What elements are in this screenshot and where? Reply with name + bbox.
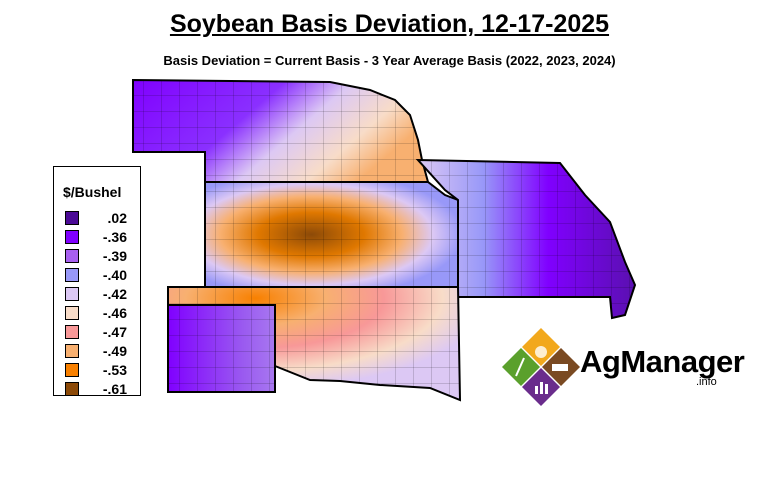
legend-label: -.42 xyxy=(102,285,127,302)
legend-label: -.36 xyxy=(102,228,127,245)
legend-item: -.40 xyxy=(65,265,140,284)
legend-label: -.49 xyxy=(102,342,127,359)
legend-item: .02 xyxy=(65,208,140,227)
state-texas-panhandle xyxy=(167,304,276,393)
logo-suffix: .info xyxy=(696,376,717,388)
legend-swatch xyxy=(65,267,79,282)
legend-item: -.47 xyxy=(65,322,140,341)
legend-label: -.53 xyxy=(102,361,127,378)
agmanager-logo-icon xyxy=(502,328,580,406)
map-subtitle: Basis Deviation = Current Basis - 3 Year… xyxy=(163,53,616,68)
legend-item: -.49 xyxy=(65,341,140,360)
legend: $/Bushel .02 -.36 -.39 -.40 -.42 -.46 -.47 -.49… xyxy=(53,166,141,398)
legend-item: -.36 xyxy=(65,227,140,246)
legend-item: -.61 xyxy=(65,379,140,398)
legend-swatch xyxy=(65,229,79,244)
legend-swatch xyxy=(65,343,79,358)
legend-label: -.47 xyxy=(102,323,127,340)
legend-swatch xyxy=(65,362,79,377)
legend-title: $/Bushel xyxy=(63,184,122,200)
legend-item: -.53 xyxy=(65,360,140,379)
logo-text: AgManager xyxy=(580,344,745,379)
legend-item: -.39 xyxy=(65,246,140,265)
legend-label: -.61 xyxy=(102,380,127,397)
legend-label: -.40 xyxy=(102,266,127,283)
legend-swatch xyxy=(65,381,79,396)
legend-item: -.46 xyxy=(65,303,140,322)
legend-item: -.42 xyxy=(65,284,140,303)
legend-swatch xyxy=(65,248,79,263)
map-title: Soybean Basis Deviation, 12-17-2025 xyxy=(169,10,610,38)
legend-label: -.39 xyxy=(102,247,127,264)
state-nebraska xyxy=(132,78,430,183)
legend-swatch xyxy=(65,286,79,301)
legend-label: -.46 xyxy=(102,304,127,321)
legend-label: .02 xyxy=(107,209,127,226)
legend-swatch xyxy=(65,210,79,225)
state-kansas xyxy=(204,181,459,288)
legend-swatch xyxy=(65,324,79,339)
state-missouri xyxy=(415,158,637,320)
legend-swatch xyxy=(65,305,79,320)
